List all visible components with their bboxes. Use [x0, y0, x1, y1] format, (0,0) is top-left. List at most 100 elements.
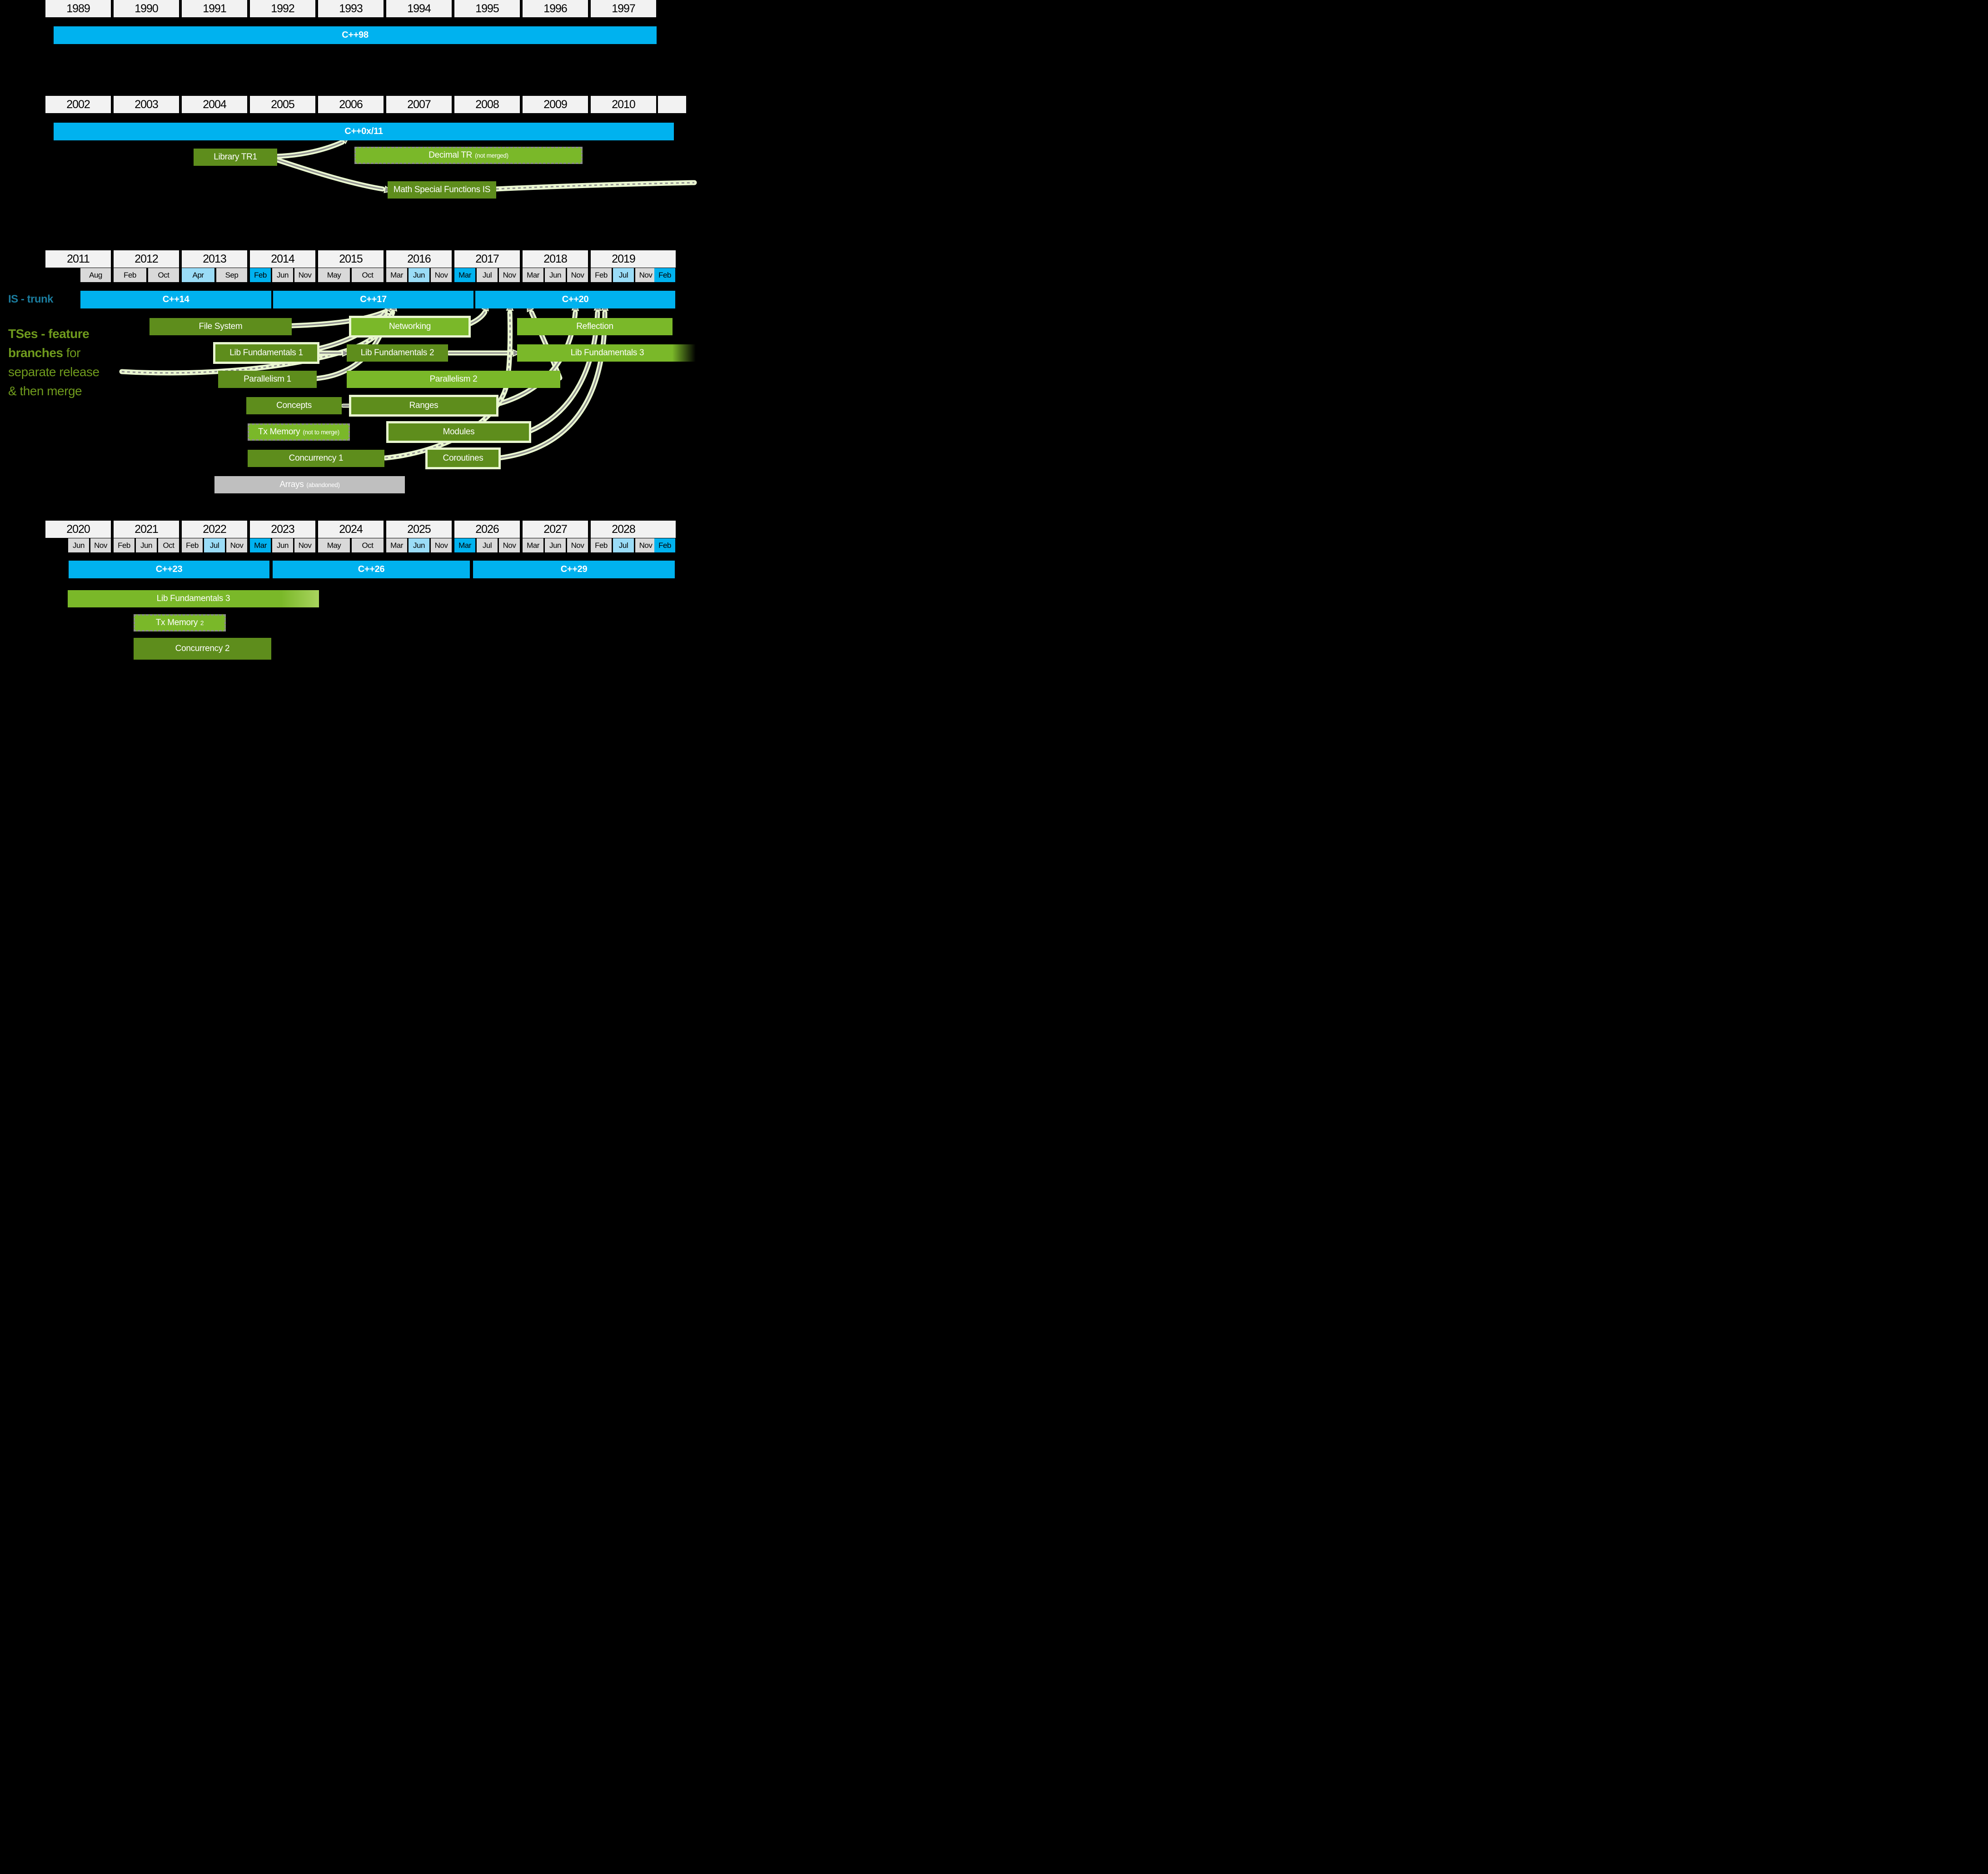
year-cell-2026: 2026 — [454, 521, 520, 538]
month-cell-jul: Jul — [613, 268, 634, 282]
arrow-concurrency-1-to-cpp20 — [385, 312, 511, 459]
ts-box-parallelism-2: Parallelism 2 — [347, 371, 560, 388]
arrow-math-is-continues-right — [496, 182, 695, 190]
arrow-library-tr1-to-math-is — [276, 159, 384, 190]
ts-box-sublabel: 2 — [200, 619, 204, 626]
year-cell-2024: 2024 — [318, 521, 384, 538]
tses-feature-branches-note: TSes - feature branches for separate rel… — [8, 324, 131, 401]
month-cell-jun: Jun — [409, 268, 429, 282]
ts-box-label: Concurrency 2 — [175, 644, 230, 653]
year-cell-2020: 2020 — [45, 521, 111, 538]
arrowhead-lib-fundamentals-1-to-2 — [342, 349, 351, 357]
ts-box-tx-memory-2: Tx Memory 2 — [134, 614, 226, 631]
year-cell-2009: 2009 — [523, 96, 588, 113]
ts-box-lib-fundamentals-3: Lib Fundamentals 3 — [517, 344, 698, 362]
year-cell-2003: 2003 — [114, 96, 179, 113]
year-cell-1997: 1997 — [591, 0, 656, 17]
year-cell-2021: 2021 — [114, 521, 179, 538]
year-cell-2014: 2014 — [250, 250, 315, 268]
arrow-file-system-to-cpp17 — [291, 311, 386, 327]
month-cell-nov: Nov — [499, 268, 520, 282]
ts-box-label: Lib Fundamentals 1 — [229, 348, 303, 358]
standard-bar-cpp26: C++26 — [273, 561, 470, 578]
month-cell-jun: Jun — [545, 268, 566, 282]
year-cell-2010: 2010 — [591, 96, 656, 113]
ts-box-math-special-functions-is: Math Special Functions IS — [388, 181, 496, 199]
year-cell-2008: 2008 — [454, 96, 520, 113]
ts-box-lib-fundamentals-1: Lib Fundamentals 1 — [215, 344, 317, 362]
ts-box-label: Lib Fundamentals 3 — [570, 348, 644, 358]
ts-box-coroutines: Coroutines — [428, 450, 498, 467]
ts-box-label: Lib Fundamentals 2 — [360, 348, 434, 358]
year-cell-2006: 2006 — [318, 96, 384, 113]
ts-box-label: Concurrency 1 — [289, 453, 344, 463]
year-cell-1996: 1996 — [523, 0, 588, 17]
month-cell-jun: Jun — [136, 538, 157, 552]
ts-box-label: Tx Memory — [258, 427, 300, 437]
year-cell-2013: 2013 — [182, 250, 247, 268]
ts-box-concurrency-1: Concurrency 1 — [248, 450, 384, 467]
year-cell-1991: 1991 — [182, 0, 247, 17]
year-cell-partial — [654, 521, 676, 538]
ts-box-ranges: Ranges — [351, 397, 496, 414]
tses-line-2: branches for — [8, 346, 80, 360]
year-cell-2018: 2018 — [523, 250, 588, 268]
year-cell-1993: 1993 — [318, 0, 384, 17]
year-cell-partial — [654, 250, 676, 268]
is-trunk-label: IS - trunk — [8, 293, 54, 305]
month-cell-feb: Feb — [114, 538, 135, 552]
ts-box-networking: Networking — [351, 318, 468, 335]
ts-box-label: Coroutines — [443, 453, 483, 463]
arrow-band-library-tr1-to-math-is — [274, 157, 385, 192]
ts-box-sublabel: (not to merge) — [303, 428, 339, 436]
standard-bar-cpp14: C++14 — [80, 291, 271, 308]
month-cell-jun: Jun — [68, 538, 89, 552]
year-cell-2012: 2012 — [114, 250, 179, 268]
ts-box-label: Lib Fundamentals 3 — [156, 594, 230, 603]
month-cell-nov: Nov — [635, 268, 656, 282]
month-cell-feb: Feb — [591, 268, 612, 282]
month-cell-mar: Mar — [386, 268, 407, 282]
arrow-library-tr1-to-cpp0x11 — [276, 141, 343, 157]
year-cell-2019: 2019 — [591, 250, 656, 268]
ts-box-label: Math Special Functions IS — [393, 185, 491, 194]
month-cell-nov: Nov — [567, 268, 588, 282]
ts-box-library-tr1: Library TR1 — [194, 149, 277, 166]
month-cell-mar: Mar — [454, 538, 475, 552]
month-cell-nov: Nov — [635, 538, 656, 552]
ts-box-modules: Modules — [389, 423, 529, 441]
ts-box-label: Arrays — [279, 480, 304, 489]
ts-box-label: Networking — [389, 322, 431, 331]
arrow-coroutines-to-cpp20 — [498, 312, 606, 459]
month-cell-nov: Nov — [226, 538, 247, 552]
year-cell-2015: 2015 — [318, 250, 384, 268]
ts-box-lib-fundamentals-3-continued: Lib Fundamentals 3 — [68, 590, 319, 607]
month-cell-jun: Jun — [545, 538, 566, 552]
year-cell-2017: 2017 — [454, 250, 520, 268]
month-cell-mar: Mar — [523, 268, 543, 282]
year-cell-2022: 2022 — [182, 521, 247, 538]
ts-box-concurrency-2: Concurrency 2 — [134, 638, 271, 660]
month-cell-aug: Aug — [80, 268, 111, 282]
arrowhead-lib-fundamentals-2-to-3 — [513, 349, 522, 357]
ts-box-reflection: Reflection — [517, 318, 673, 335]
tses-line-1: TSes - feature — [8, 327, 90, 341]
year-cell-2002: 2002 — [45, 96, 111, 113]
ts-box-concepts: Concepts — [246, 397, 342, 414]
month-cell-jun: Jun — [409, 538, 429, 552]
year-cell-2023: 2023 — [250, 521, 315, 538]
year-cell-2011: 2011 — [45, 250, 111, 268]
standard-bar-cpp17: C++17 — [273, 291, 473, 308]
month-cell-nov: Nov — [499, 538, 520, 552]
year-cell-2025: 2025 — [386, 521, 452, 538]
month-cell-feb: Feb — [250, 268, 271, 282]
month-cell-may: May — [318, 268, 350, 282]
ts-box-label: Parallelism 1 — [244, 374, 291, 384]
month-cell-jun: Jun — [272, 538, 293, 552]
month-cell-mar: Mar — [454, 268, 475, 282]
ts-box-label: File System — [199, 322, 243, 331]
month-cell-nov: Nov — [431, 268, 452, 282]
year-cell-1990: 1990 — [114, 0, 179, 17]
month-cell-nov: Nov — [567, 538, 588, 552]
year-cell-partial — [658, 96, 686, 113]
